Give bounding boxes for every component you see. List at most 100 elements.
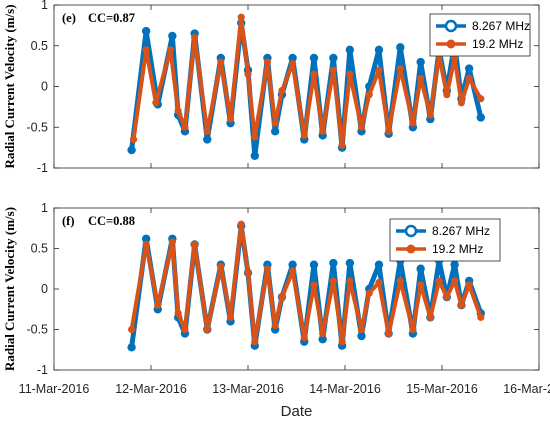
y-tick-label: 1 (41, 201, 48, 215)
data-point (365, 91, 373, 99)
x-tick-label: 16-Mar-2016 (503, 382, 550, 396)
y-tick-label: -1 (37, 161, 48, 175)
data-point (217, 262, 225, 270)
cc-annotation: CC=0.88 (88, 214, 135, 228)
data-point (416, 57, 425, 67)
data-point (465, 281, 473, 289)
data-point (465, 74, 473, 82)
data-point (237, 13, 245, 21)
data-point (271, 119, 279, 127)
data-point (226, 115, 235, 123)
data-point (435, 277, 443, 285)
data-point (477, 313, 485, 321)
data-point (346, 70, 354, 78)
data-point (450, 260, 459, 269)
y-tick-label: 0 (41, 80, 48, 94)
data-point (345, 258, 355, 268)
data-point (319, 127, 327, 135)
x-tick-label: 13-Mar-2016 (212, 382, 284, 396)
data-point (375, 278, 383, 287)
data-point (271, 321, 279, 330)
panel-label: (e) (62, 11, 76, 25)
legend-box (429, 13, 531, 57)
data-point (263, 58, 271, 66)
data-point (203, 135, 212, 144)
data-point (375, 66, 383, 74)
data-point (346, 277, 354, 285)
data-point (318, 335, 327, 344)
panel-label: (f) (62, 214, 75, 228)
data-point (203, 127, 211, 135)
data-point (141, 234, 151, 243)
x-tick-label: 14-Mar-2016 (309, 382, 381, 396)
data-point (226, 313, 235, 321)
data-point (152, 99, 160, 107)
data-point (417, 74, 425, 82)
data-point (476, 113, 485, 122)
data-point (217, 58, 225, 66)
data-point (191, 240, 199, 249)
data-point (338, 141, 346, 149)
data-point (300, 334, 308, 342)
data-point (263, 265, 271, 273)
chart-panel-2: -1 -0.5 0 0.5 1 11-Mar-2016 12-Mar-2016 13-Mar-… (2, 201, 550, 420)
cc-annotation: CC=0.87 (88, 11, 135, 25)
data-point (310, 281, 318, 289)
data-point (166, 46, 174, 54)
data-point (127, 145, 136, 155)
data-point (329, 277, 337, 285)
y-tick-label: 0.5 (31, 39, 48, 53)
data-point (329, 258, 338, 268)
data-point (457, 301, 465, 309)
y-tick-label: -0.5 (26, 323, 48, 337)
legend-label: 8.267 MHz (432, 224, 490, 238)
data-point (168, 238, 176, 246)
data-point (191, 34, 199, 42)
data-point (396, 43, 405, 52)
data-point (426, 313, 434, 321)
data-point (319, 329, 327, 338)
y-tick-label: -0.5 (26, 120, 48, 134)
data-point (270, 127, 280, 136)
data-point (345, 45, 355, 55)
legend-marker (444, 19, 458, 33)
data-point (300, 131, 308, 139)
data-point (289, 267, 297, 275)
data-point (443, 91, 451, 99)
data-point (457, 99, 465, 107)
data-point (385, 127, 393, 135)
y-tick-label: 0.5 (31, 242, 48, 256)
data-point (288, 260, 297, 269)
data-point (288, 53, 297, 63)
data-point (417, 281, 425, 289)
data-point (278, 86, 286, 95)
chart-panel-1: -1 -0.5 0 0.5 1 Radial Current Velocity (m/s)… (2, 0, 540, 175)
data-point (416, 264, 425, 273)
x-tick-label: 15-Mar-2016 (406, 382, 478, 396)
data-point (181, 123, 189, 131)
data-point (396, 277, 404, 285)
data-point (477, 95, 485, 103)
data-point (142, 46, 150, 54)
data-point (426, 111, 434, 119)
data-point (409, 119, 417, 127)
legend-label: 19.2 MHz (432, 242, 483, 256)
data-point (385, 329, 393, 338)
data-point (174, 309, 182, 317)
data-point (251, 338, 259, 346)
data-point (443, 293, 451, 301)
data-point (251, 133, 259, 141)
legend-marker (406, 244, 416, 254)
data-point (278, 293, 286, 301)
data-point (129, 135, 138, 144)
legend: 8.267 MHz 19.2 MHz (429, 13, 531, 57)
data-point (357, 325, 366, 334)
data-point (127, 343, 136, 352)
data-point (329, 66, 337, 74)
data-point (357, 123, 366, 131)
y-tick-label: -1 (37, 363, 48, 377)
x-tick-label: 11-Mar-2016 (19, 382, 90, 396)
series-orange (128, 220, 485, 346)
data-point (338, 338, 346, 346)
data-point (289, 60, 297, 68)
